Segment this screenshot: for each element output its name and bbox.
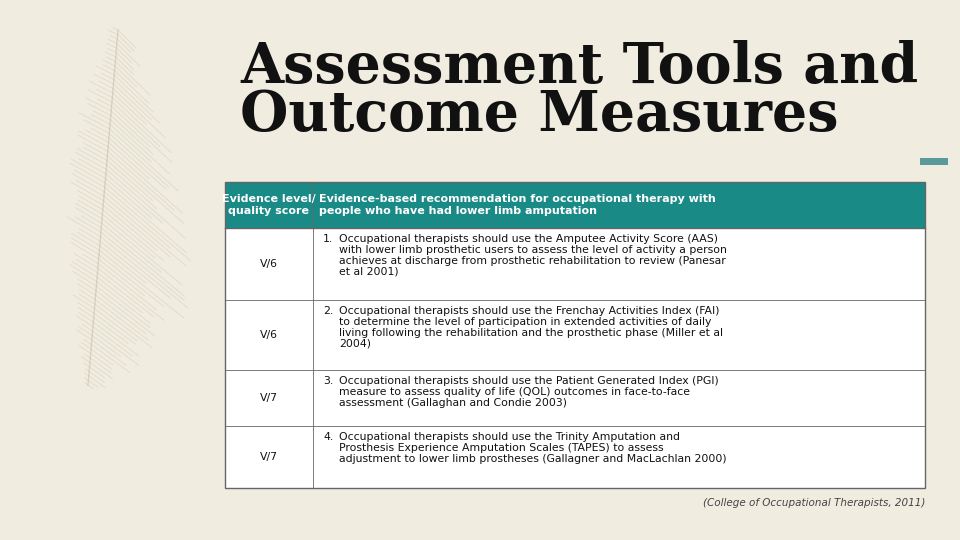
- Text: Evidence-based recommendation for occupational therapy with
people who have had : Evidence-based recommendation for occupa…: [319, 194, 716, 216]
- Text: 1.: 1.: [323, 234, 333, 244]
- Text: Outcome Measures: Outcome Measures: [240, 88, 838, 143]
- Text: 4.: 4.: [323, 432, 333, 442]
- Text: Occupational therapists should use the Amputee Activity Score (AAS): Occupational therapists should use the A…: [339, 234, 718, 244]
- Bar: [225, 182, 925, 488]
- Bar: [225, 228, 313, 300]
- Bar: [225, 182, 925, 228]
- Text: with lower limb prosthetic users to assess the level of activity a person: with lower limb prosthetic users to asse…: [339, 245, 727, 255]
- Text: Assessment Tools and: Assessment Tools and: [240, 40, 918, 95]
- Text: et al 2001): et al 2001): [339, 266, 398, 276]
- Bar: [920, 158, 948, 165]
- Bar: [225, 300, 313, 370]
- Text: V/6: V/6: [260, 330, 278, 340]
- Text: Occupational therapists should use the Frenchay Activities Index (FAI): Occupational therapists should use the F…: [339, 306, 719, 316]
- Text: Occupational therapists should use the Trinity Amputation and: Occupational therapists should use the T…: [339, 432, 680, 442]
- Text: V/7: V/7: [260, 393, 278, 403]
- Text: V/6: V/6: [260, 259, 278, 269]
- Bar: [225, 370, 313, 426]
- Text: Occupational therapists should use the Patient Generated Index (PGI): Occupational therapists should use the P…: [339, 376, 719, 386]
- Text: living following the rehabilitation and the prosthetic phase (Miller et al: living following the rehabilitation and …: [339, 328, 723, 338]
- Bar: [313, 370, 925, 426]
- Text: achieves at discharge from prosthetic rehabilitation to review (Panesar: achieves at discharge from prosthetic re…: [339, 255, 726, 266]
- Text: Evidence level/
quality score: Evidence level/ quality score: [222, 194, 316, 216]
- Bar: [313, 228, 925, 300]
- Bar: [225, 426, 313, 488]
- Text: adjustment to lower limb prostheses (Gallagner and MacLachlan 2000): adjustment to lower limb prostheses (Gal…: [339, 454, 727, 463]
- Text: V/7: V/7: [260, 452, 278, 462]
- Bar: [313, 426, 925, 488]
- Text: (College of Occupational Therapists, 2011): (College of Occupational Therapists, 201…: [703, 498, 925, 508]
- Bar: [313, 300, 925, 370]
- Text: measure to assess quality of life (QOL) outcomes in face-to-face: measure to assess quality of life (QOL) …: [339, 387, 690, 397]
- Text: assessment (Gallaghan and Condie 2003): assessment (Gallaghan and Condie 2003): [339, 397, 567, 408]
- Text: 3.: 3.: [323, 376, 333, 386]
- Text: 2004): 2004): [339, 338, 371, 348]
- Text: 2.: 2.: [323, 306, 333, 316]
- Text: to determine the level of participation in extended activities of daily: to determine the level of participation …: [339, 317, 711, 327]
- Text: Prosthesis Experience Amputation Scales (TAPES) to assess: Prosthesis Experience Amputation Scales …: [339, 443, 663, 453]
